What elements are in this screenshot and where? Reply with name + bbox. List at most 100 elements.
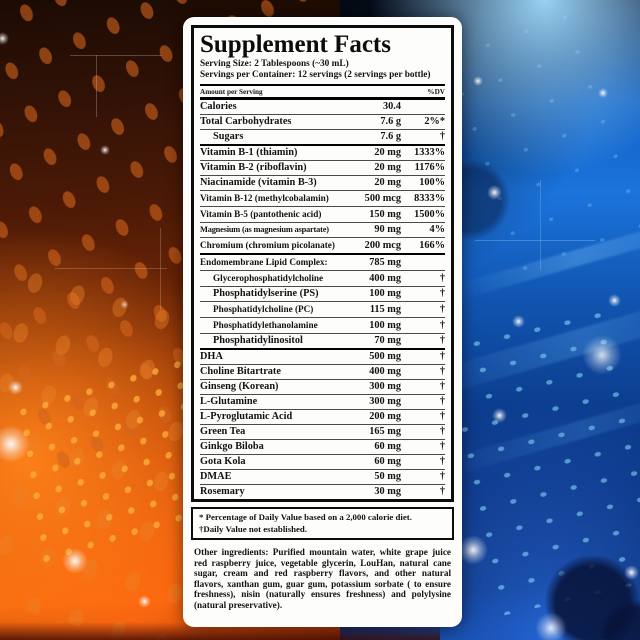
ingredient-name: Niacinamide (vitamin B-3) <box>200 177 317 188</box>
footnote-daily-value: * Percentage of Daily Value based on a 2… <box>199 512 412 522</box>
glow-dot <box>487 185 502 200</box>
ingredient-amount: 7.6 g <box>380 116 401 127</box>
ingredient-daily-value: † <box>439 456 445 467</box>
glow-dot <box>100 145 110 155</box>
ingredient-daily-value: 100% <box>419 177 445 188</box>
ingredient-daily-value: 2%* <box>424 116 445 127</box>
ingredient-daily-value: † <box>439 381 445 392</box>
table-row: Phosphatidylinositol 70 mg † <box>200 333 445 348</box>
ingredient-name: DMAE <box>200 471 232 482</box>
ingredient-daily-value: † <box>439 426 445 437</box>
ingredient-name: Vitamin B-1 (thiamin) <box>200 147 298 158</box>
ingredient-daily-value: † <box>439 411 445 422</box>
circuit-line <box>70 55 162 56</box>
ingredient-daily-value: 1176% <box>414 162 445 173</box>
circuit-line <box>540 180 541 270</box>
ingredient-name: Glycerophosphatidylcholine <box>213 273 324 283</box>
table-row: Glycerophosphatidylcholine 400 mg † <box>200 270 445 286</box>
glow-dot <box>624 565 639 580</box>
ingredient-name: Phosphatidylinositol <box>213 335 303 346</box>
servings-per-container: Servings per Container: 12 servings (2 s… <box>200 70 431 80</box>
glow-dot <box>598 88 608 98</box>
table-row: DMAE 50 mg † <box>200 469 445 484</box>
glow-dot <box>512 315 525 328</box>
ingredient-daily-value: † <box>439 396 445 407</box>
table-row: Endomembrane Lipid Complex: 785 mg <box>200 253 445 270</box>
table-row: Green Tea 165 mg † <box>200 424 445 439</box>
ingredient-name: L-Glutamine <box>200 396 258 407</box>
table-row: Phosphatidylcholine (PC) 115 mg † <box>200 301 445 317</box>
ingredient-amount: 400 mg <box>369 273 401 284</box>
ingredient-daily-value: † <box>439 335 445 346</box>
ingredient-amount: 200 mg <box>369 411 401 422</box>
ingredient-amount: 30 mg <box>374 486 401 497</box>
ingredient-amount: 200 mcg <box>364 240 401 251</box>
ingredient-name: Vitamin B-2 (riboflavin) <box>200 162 307 173</box>
ingredient-daily-value: † <box>439 304 445 315</box>
ingredient-amount: 500 mg <box>369 351 401 362</box>
table-row: Choline Bitartrate 400 mg † <box>200 364 445 379</box>
ingredient-daily-value: † <box>439 366 445 377</box>
percent-dv-header: %DV <box>427 88 445 96</box>
ingredient-name: DHA <box>200 351 223 362</box>
divider-thick <box>200 97 445 100</box>
table-row: L-Pyroglutamic Acid 200 mg † <box>200 409 445 424</box>
supplement-facts-panel: Supplement Facts Serving Size: 2 Tablesp… <box>183 17 462 627</box>
ingredient-amount: 100 mg <box>369 320 401 331</box>
table-row: DHA 500 mg † <box>200 348 445 364</box>
ingredient-name: Green Tea <box>200 426 246 437</box>
amount-per-serving-header: Amount per Serving <box>200 88 263 96</box>
ingredient-daily-value: † <box>439 471 445 482</box>
ingredient-daily-value: † <box>439 288 445 299</box>
ingredient-amount: 300 mg <box>369 396 401 407</box>
table-row: Rosemary 30 mg † <box>200 484 445 499</box>
ingredient-amount: 60 mg <box>374 441 401 452</box>
ingredient-daily-value: † <box>439 351 445 362</box>
ingredient-amount: 60 mg <box>374 456 401 467</box>
ingredient-amount: 115 mg <box>369 304 401 315</box>
table-row: Vitamin B-2 (riboflavin) 20 mg 1176% <box>200 160 445 175</box>
table-row: Chromium (chromium picolanate) 200 mcg 1… <box>200 237 445 253</box>
ingredient-amount: 20 mg <box>374 177 401 188</box>
ingredient-name: Endomembrane Lipid Complex: <box>200 257 328 267</box>
ingredient-daily-value: 8333% <box>414 193 445 204</box>
table-row: L-Glutamine 300 mg † <box>200 394 445 409</box>
footnote-not-established: †Daily Value not established. <box>199 523 308 534</box>
facts-title: Supplement Facts <box>200 31 391 58</box>
glow-dot <box>492 408 507 423</box>
ingredient-name: Vitamin B-5 (pantothenic acid) <box>200 209 322 219</box>
ingredient-amount: 70 mg <box>374 335 401 346</box>
circuit-line <box>55 268 167 269</box>
ingredient-amount: 100 mg <box>369 288 401 299</box>
glow-dot <box>120 300 129 309</box>
facts-box: Supplement Facts Serving Size: 2 Tablesp… <box>191 25 454 502</box>
ingredient-name: Calories <box>200 101 237 112</box>
glow-dot <box>62 548 88 574</box>
table-row: Vitamin B-1 (thiamin) 20 mg 1333% <box>200 144 445 160</box>
ingredient-amount: 30.4 <box>382 101 401 112</box>
ingredient-daily-value: † <box>439 486 445 497</box>
ingredient-amount: 500 mcg <box>364 193 401 204</box>
ingredient-name: Magnesium (as magnesium aspartate) <box>200 225 329 234</box>
ingredient-name: Total Carbohydrates <box>200 116 292 127</box>
ingredient-name: Choline Bitartrate <box>200 366 281 377</box>
other-ingredients-text: Other ingredients: Purified mountain wat… <box>194 547 451 610</box>
table-row: Magnesium (as magnesium aspartate) 90 mg… <box>200 222 445 237</box>
ingredient-daily-value: 1333% <box>414 147 445 158</box>
ingredient-amount: 150 mg <box>369 209 401 220</box>
ingredient-amount: 785 mg <box>369 257 401 268</box>
table-row: Phosphatidylethanolamine 100 mg † <box>200 317 445 333</box>
ingredient-name: Gota Kola <box>200 456 246 467</box>
table-row: Gota Kola 60 mg † <box>200 454 445 469</box>
circuit-line <box>96 55 97 117</box>
column-header-row: Amount per Serving %DV <box>200 86 445 97</box>
glow-dot <box>458 535 488 565</box>
table-row: Total Carbohydrates 7.6 g 2%* <box>200 114 445 129</box>
circuit-line <box>475 240 595 241</box>
glow-dot <box>608 294 621 307</box>
ingredient-name: Phosphatidylethanolamine <box>213 320 318 330</box>
ingredient-amount: 400 mg <box>369 366 401 377</box>
ingredient-name: L-Pyroglutamic Acid <box>200 411 293 422</box>
ingredient-daily-value: † <box>439 320 445 331</box>
